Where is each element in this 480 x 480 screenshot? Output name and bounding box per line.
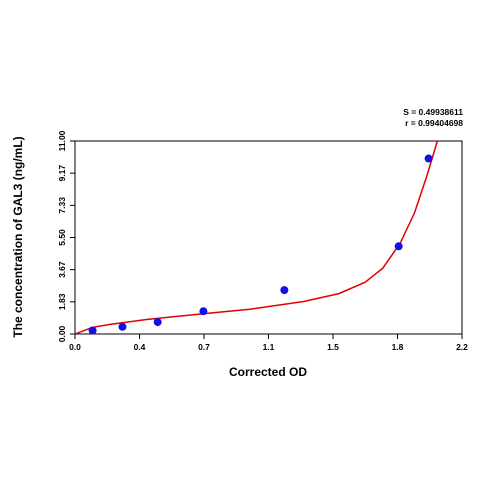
y-tick-label: 0.00 xyxy=(57,325,67,342)
x-tick-label: 0.4 xyxy=(134,342,146,352)
y-tick-label: 7.33 xyxy=(57,197,67,214)
data-point xyxy=(280,286,289,295)
x-tick-label: 2.2 xyxy=(456,342,468,352)
y-tick-label: 11.00 xyxy=(57,130,67,151)
x-tick-label: 1.1 xyxy=(263,342,275,352)
x-tick-label: 1.5 xyxy=(327,342,339,352)
data-point xyxy=(118,322,127,331)
data-point xyxy=(424,154,433,163)
x-axis-title: Corrected OD xyxy=(229,365,307,379)
y-axis-ticks: 0.00 1.83 3.67 5.50 7.33 9.17 11.00 xyxy=(57,130,75,342)
x-tick-label: 1.8 xyxy=(392,342,404,352)
y-tick-label: 5.50 xyxy=(57,229,67,246)
y-tick-label: 9.17 xyxy=(57,165,67,182)
x-tick-label: 0.0 xyxy=(69,342,81,352)
r-value-label: r = 0.99404698 xyxy=(405,118,463,128)
data-point xyxy=(394,242,403,251)
y-axis-title: The concentration of GAL3 (ng/mL) xyxy=(11,136,25,337)
y-tick-label: 3.67 xyxy=(57,261,67,278)
fit-curve-layer xyxy=(75,140,439,334)
y-tick-label: 1.83 xyxy=(57,293,67,310)
data-point xyxy=(153,318,162,327)
s-value-label: S = 0.49938611 xyxy=(403,107,463,117)
data-point xyxy=(88,326,97,335)
plot-area xyxy=(74,140,463,335)
x-axis-ticks: 0.0 0.4 0.7 1.1 1.5 1.8 2.2 xyxy=(69,334,468,352)
data-point xyxy=(199,307,208,316)
data-points-layer xyxy=(88,154,433,335)
x-tick-label: 0.7 xyxy=(198,342,210,352)
fit-curve xyxy=(75,140,439,334)
